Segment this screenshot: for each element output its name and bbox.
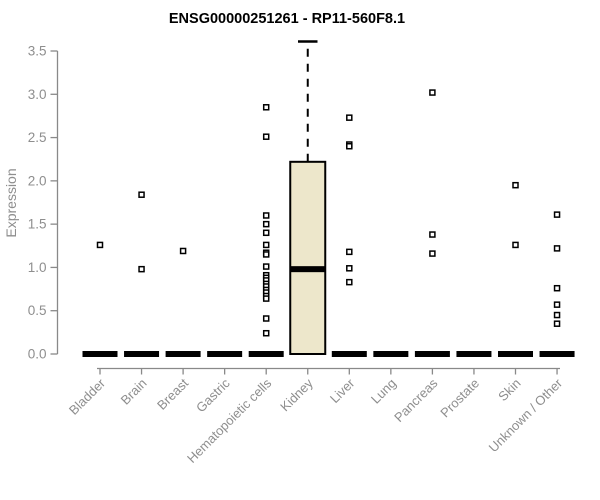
median-bar [414,351,450,357]
median-bar [373,351,409,357]
data-point [346,265,353,272]
y-axis-tick-label: 0.5 [28,303,47,318]
data-point [262,104,270,111]
x-axis-category-label: Brain [118,376,150,408]
data-point [262,229,270,237]
data-point [553,320,561,327]
data-point [138,191,145,198]
y-axis-tick-label: 0.0 [28,347,47,362]
chart-title: ENSG00000251261 - RP11-560F8.1 [169,11,405,27]
data-point [512,181,519,189]
data-point [262,263,270,270]
data-point [179,247,187,255]
x-axis-category-label: Kidney [277,375,316,414]
data-point [346,248,353,256]
y-axis-tick-label: 3.5 [28,44,47,59]
data-point [262,251,270,258]
x-axis-category-label: Gastric [193,375,233,415]
median-bar [82,351,118,357]
points-group [96,89,561,337]
data-point [262,329,270,337]
data-point [262,241,270,249]
data-point [346,278,353,286]
x-axis-category-label: Prostate [437,376,482,421]
x-axis-category-label: Skin [495,376,523,404]
data-point [96,241,104,249]
y-axis-tick-label: 1.5 [28,217,47,232]
median-bar [248,351,284,357]
data-point [262,133,270,140]
x-axis-category-label: Bladder [66,375,109,418]
boxes-group [82,40,575,357]
median-bar [165,351,201,357]
data-point [262,315,270,322]
y-axis-tick-label: 3.0 [28,87,47,102]
median-bar [539,351,575,357]
data-point [553,245,561,252]
data-point [553,211,561,218]
median-bar [331,351,367,357]
x-axis-category-label: Breast [154,375,191,412]
median-bar [207,351,243,357]
data-point [429,231,436,238]
data-point [429,250,436,257]
x-axis-category-label: Liver [327,375,358,406]
median-bar [124,351,160,357]
data-point [262,212,270,219]
y-axis-title: Expression [3,168,19,237]
data-point [553,284,561,292]
data-point [262,295,270,302]
y-axis-tick-label: 2.0 [28,173,47,188]
data-point [429,89,436,96]
median-bar [290,266,326,273]
data-point [553,311,561,319]
y-axis-tick-label: 1.0 [28,260,47,275]
data-point [138,265,145,273]
data-point [553,301,561,308]
x-axis-category-label: Lung [368,376,399,407]
y-axis-tick-label: 2.5 [28,130,47,145]
data-point [512,241,519,249]
data-point [262,220,270,228]
data-point [346,114,353,121]
x-axis-category-label: Pancreas [391,375,441,425]
median-bar [456,351,492,357]
data-point [346,142,353,150]
x-axis-category-label: Unknown / Other [486,375,566,455]
iqr-box [289,160,327,355]
median-bar [498,351,533,357]
